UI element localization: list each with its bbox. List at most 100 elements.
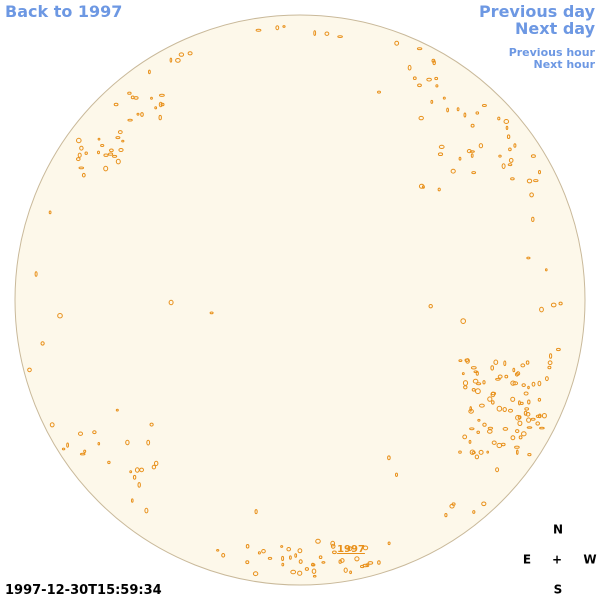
contour <box>503 119 510 124</box>
contour <box>61 447 66 451</box>
contour <box>482 380 486 385</box>
contour <box>77 152 82 158</box>
contour <box>471 171 477 175</box>
contour <box>438 144 445 149</box>
contour <box>313 30 317 36</box>
contour <box>113 102 119 107</box>
contour <box>477 418 481 422</box>
contour <box>127 91 132 95</box>
contour <box>497 116 501 121</box>
contour <box>515 429 520 434</box>
contour <box>502 407 507 412</box>
contour <box>418 115 424 121</box>
contour <box>298 559 303 564</box>
next-hour-link[interactable]: Next hour <box>534 58 596 71</box>
contour <box>311 562 315 567</box>
back-link[interactable]: Back to 1997 <box>5 2 122 21</box>
previous-day-link[interactable]: Previous day <box>479 2 596 21</box>
contour <box>290 569 297 575</box>
contour <box>108 152 114 156</box>
previous-hour-link[interactable]: Previous hour <box>509 46 596 59</box>
contour <box>146 439 151 446</box>
contour <box>395 472 398 477</box>
contour <box>428 304 433 309</box>
contour <box>127 118 133 122</box>
compass-north: N <box>553 523 563 537</box>
contour <box>432 60 436 66</box>
contour <box>92 430 97 435</box>
contour <box>79 452 86 456</box>
contour <box>531 216 535 222</box>
contour <box>154 460 159 467</box>
contour <box>535 421 541 426</box>
contour <box>168 299 174 306</box>
contour <box>446 107 450 113</box>
contour <box>549 353 553 359</box>
contour <box>481 501 487 507</box>
contour <box>510 435 516 441</box>
contour <box>412 76 417 80</box>
contour <box>510 380 516 386</box>
contour <box>437 187 441 192</box>
contour <box>474 454 480 460</box>
contour <box>254 509 258 515</box>
contour <box>387 455 391 461</box>
contour <box>330 540 336 547</box>
contour <box>97 150 100 155</box>
contour <box>27 367 32 373</box>
contour <box>523 391 529 396</box>
contour <box>521 431 527 437</box>
contour <box>282 25 286 28</box>
contour <box>486 450 490 454</box>
contour <box>547 365 552 370</box>
year-link[interactable]: 1997 <box>337 544 365 555</box>
contour <box>187 51 193 56</box>
contour <box>478 143 484 149</box>
contour <box>304 567 309 571</box>
contour <box>136 112 140 116</box>
contour <box>550 302 557 308</box>
contour <box>518 435 523 440</box>
contour <box>76 157 81 162</box>
contour <box>487 426 494 430</box>
contour <box>112 154 118 158</box>
next-day-link[interactable]: Next day <box>515 19 596 38</box>
contour <box>539 306 544 313</box>
contour <box>517 420 523 426</box>
contour <box>505 125 509 131</box>
contour <box>125 439 130 446</box>
contour <box>490 391 496 398</box>
contour <box>462 434 468 440</box>
contour <box>520 363 526 368</box>
contour <box>416 47 423 51</box>
contour <box>430 99 434 104</box>
contour <box>289 555 292 560</box>
contour <box>297 548 303 554</box>
contour <box>377 560 381 565</box>
contour <box>496 405 503 412</box>
compass-west: W <box>583 553 596 567</box>
contour <box>471 451 476 455</box>
contour <box>476 430 481 434</box>
contour <box>150 96 153 100</box>
contour <box>115 136 121 140</box>
contour <box>103 153 109 157</box>
contour <box>117 130 123 135</box>
contour <box>491 440 497 445</box>
contour <box>315 538 321 544</box>
contour <box>502 427 509 431</box>
contour <box>456 107 460 112</box>
contour <box>461 372 465 376</box>
contour <box>118 148 124 152</box>
contour <box>504 374 509 379</box>
contour <box>469 150 475 153</box>
contour <box>527 453 532 457</box>
compass-south: S <box>554 583 563 597</box>
contour <box>275 25 280 31</box>
contour <box>510 177 515 181</box>
contour <box>332 550 337 555</box>
timestamp: 1997-12-30T15:59:34 <box>5 583 162 598</box>
contour <box>510 396 516 402</box>
contour <box>526 426 533 429</box>
contour <box>545 268 548 272</box>
